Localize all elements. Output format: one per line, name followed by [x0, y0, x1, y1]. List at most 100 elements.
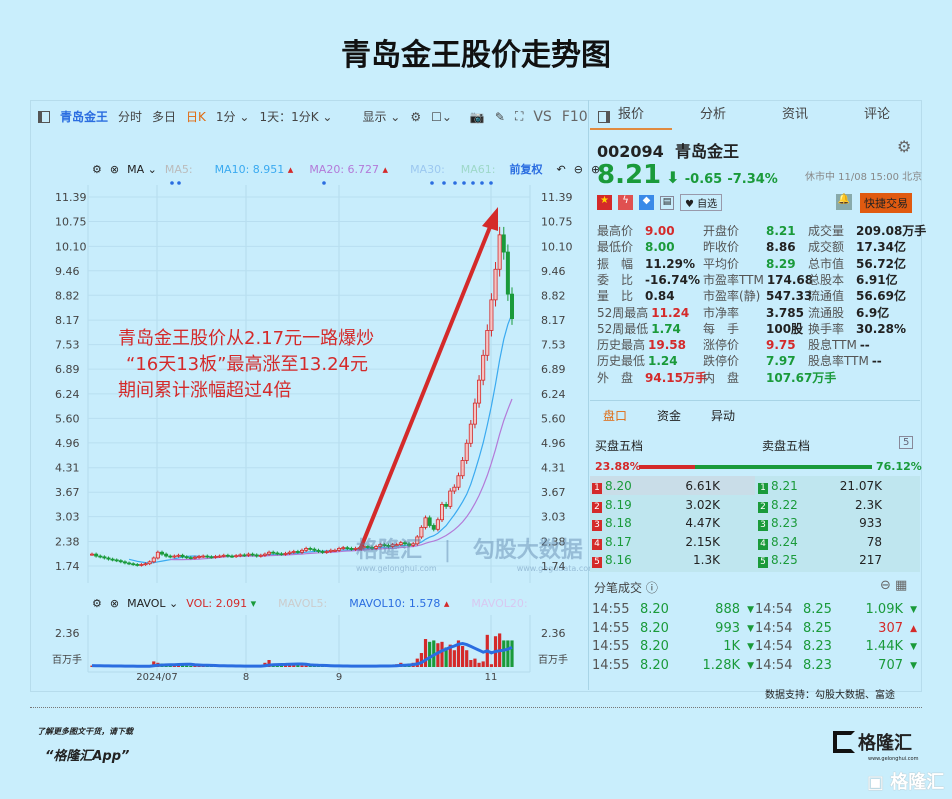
arrow-down-icon: ▼: [747, 605, 754, 615]
arrow-down-icon: ▼: [910, 642, 917, 653]
camera-icon[interactable]: 📷: [469, 109, 485, 124]
bid-volume: 4.47K: [685, 516, 720, 530]
zoom-out-icon[interactable]: ⊖: [573, 162, 583, 176]
tab-orderbook[interactable]: 盘口: [603, 409, 628, 423]
sidebar-toggle-icon[interactable]: [38, 110, 50, 123]
quote-field: 涨停价 9.75: [703, 338, 796, 353]
levels-button[interactable]: 5: [899, 436, 914, 449]
tab-analysis[interactable]: 分析: [699, 107, 726, 122]
chart-toolbar: 青岛金王 分时 多日 日K 1分 ⌄ 1天：1分K ⌄ 显示 ⌄ ⚙ ☐⌄ 📷 …: [38, 108, 610, 125]
tick-row: 14:54 8.25 307 ▲: [755, 620, 917, 636]
bid-volume: 1.3K: [693, 553, 720, 567]
logo-text: 格隆汇: [858, 733, 912, 754]
zoom-in-icon[interactable]: ⊕: [590, 162, 601, 176]
watermark-data-brand: 勾股大数据: [472, 538, 583, 563]
watermark: 格隆汇 | 勾股大数据 www.gelonghui.com www.gogudat…: [356, 538, 596, 573]
tab-fenshi[interactable]: 分时: [118, 110, 143, 124]
buy-pct: 23.88%: [595, 460, 641, 473]
tab-news[interactable]: 资讯: [781, 107, 808, 122]
arrow-down-icon: ▼: [747, 623, 754, 634]
ask-volume: 217: [859, 553, 882, 567]
tab-funds[interactable]: 资金: [657, 409, 682, 423]
quote-field: 流通值 56.69亿: [808, 289, 906, 304]
quote-tabs: 报价 分析 资讯 评论: [590, 103, 918, 130]
shape-icon[interactable]: ☐⌄: [431, 109, 452, 124]
tab-daily-k[interactable]: 日K: [186, 110, 206, 124]
interval-select[interactable]: 1分 ⌄: [215, 110, 250, 124]
settings-icon[interactable]: ⚙: [410, 109, 422, 124]
ask-row: 5 8.25: [758, 553, 798, 568]
sell-title: 卖盘五档: [762, 439, 811, 453]
mavol-select[interactable]: MAVOL ⌄: [127, 597, 179, 610]
stock-name-tab[interactable]: 青岛金王: [60, 110, 109, 124]
bid-volume: 2.15K: [685, 534, 720, 549]
note-icon[interactable]: ▤: [660, 195, 674, 210]
market-status: 休市中 11/08 15:00 北京: [805, 172, 923, 183]
footer-text: 了解更多图文干货，请下载: [37, 727, 133, 736]
ask-row: 3 8.23: [758, 516, 798, 531]
quote-field: 成交额 17.34亿: [808, 240, 906, 255]
stock-header: 002094 青岛金王: [597, 138, 739, 162]
info-icon[interactable]: ⓘ: [645, 581, 658, 595]
pencil-icon[interactable]: ✎: [494, 109, 505, 124]
range-select[interactable]: 1天：1分K ⌄: [259, 110, 333, 124]
adjust-select[interactable]: 前复权: [509, 163, 543, 176]
close-icon[interactable]: ⊗: [109, 597, 120, 610]
fullscreen-icon[interactable]: ⛶: [514, 109, 524, 123]
quote-field: 平均价 8.29: [703, 256, 796, 271]
quote-actions: ★ ϟ ◆ ▤ ♥ 自选: [597, 194, 723, 211]
quote-field: 委 比 -16.74%: [597, 272, 700, 287]
logo-g-icon: ▣: [867, 772, 885, 793]
settings-icon[interactable]: ⚙: [92, 162, 102, 176]
ma10-label: MA10: 8.951 ▴: [214, 162, 294, 176]
tab-alerts[interactable]: 异动: [711, 409, 736, 423]
ticks-actions: ⊖ ▦: [880, 578, 907, 593]
panel-toggle-icon[interactable]: [597, 110, 610, 123]
tick-row: 14:54 8.25 1.09K ▼: [755, 602, 917, 617]
settings-icon[interactable]: ⚙: [897, 137, 912, 156]
tab-multiday[interactable]: 多日: [152, 110, 177, 124]
close-icon[interactable]: ⊗: [109, 162, 120, 176]
annotation: 青岛金王股价从2.17元一路爆炒 “16天13板”最高涨至13.24元 期间累计…: [118, 326, 374, 404]
undo-icon[interactable]: ↶: [556, 162, 566, 176]
ma-select[interactable]: MA ⌄: [127, 162, 157, 176]
quote-field: 历史最低 1.24: [597, 354, 678, 369]
tab-quote[interactable]: 报价: [590, 103, 672, 130]
quote-field: 最高价 9.00: [597, 224, 675, 238]
ma61-label: MA61:: [460, 162, 496, 176]
ask-volume: 21.07K: [839, 479, 882, 493]
arrow-down-icon: ⬇: [666, 168, 680, 187]
watermark-data-site: www.gogudata.com: [516, 564, 596, 573]
bid-row: 1 8.20: [592, 479, 632, 494]
ask-volume: 78: [866, 534, 882, 549]
quote-field: 市净率 3.785: [703, 305, 804, 320]
vol-label: VOL: 2.091 ▾: [186, 597, 257, 610]
tick-row: 14:54 8.23 1.44K ▼: [755, 639, 917, 655]
annotation-line: 青岛金王股价从2.17元一路爆炒: [118, 328, 375, 349]
stock-code: 002094: [597, 142, 664, 161]
quote-field: 历史最高 19.58: [597, 338, 686, 353]
grid-icon[interactable]: ▦: [895, 578, 908, 593]
more-icon[interactable]: ⊖: [880, 578, 891, 593]
tag-icon[interactable]: ◆: [639, 195, 654, 210]
quick-trade-button[interactable]: 快捷交易: [860, 193, 912, 213]
f10-button[interactable]: F10: [561, 108, 588, 125]
ask-volume: 2.3K: [855, 497, 882, 512]
flash-icon[interactable]: ϟ: [618, 195, 633, 210]
display-select[interactable]: 显示 ⌄: [362, 110, 401, 124]
sell-pct: 76.12%: [876, 460, 922, 473]
footer-divider: [30, 707, 922, 708]
volume-legend: ⚙ ⊗ MAVOL ⌄ VOL: 2.091 ▾ MAVOL5: MAVOL10…: [92, 597, 528, 610]
divider: [590, 400, 920, 401]
tab-comments[interactable]: 评论: [863, 107, 890, 122]
tick-row: 14:55 8.20 1.28K ▼: [592, 658, 754, 674]
bell-icon[interactable]: 🔔: [836, 194, 852, 210]
quote-field: 总市值 56.72亿: [808, 256, 906, 271]
vs-button[interactable]: VS: [533, 108, 552, 125]
watchlist-button[interactable]: ♥ 自选: [680, 194, 723, 211]
quote-field: 股息TTM --: [808, 338, 870, 353]
ma5-label: MA5:: [164, 162, 193, 176]
settings-icon[interactable]: ⚙: [92, 597, 102, 610]
mavol10-label: MAVOL10: 1.578 ▴: [349, 597, 450, 610]
quote-field: 内 盘 107.67万手: [703, 370, 837, 385]
